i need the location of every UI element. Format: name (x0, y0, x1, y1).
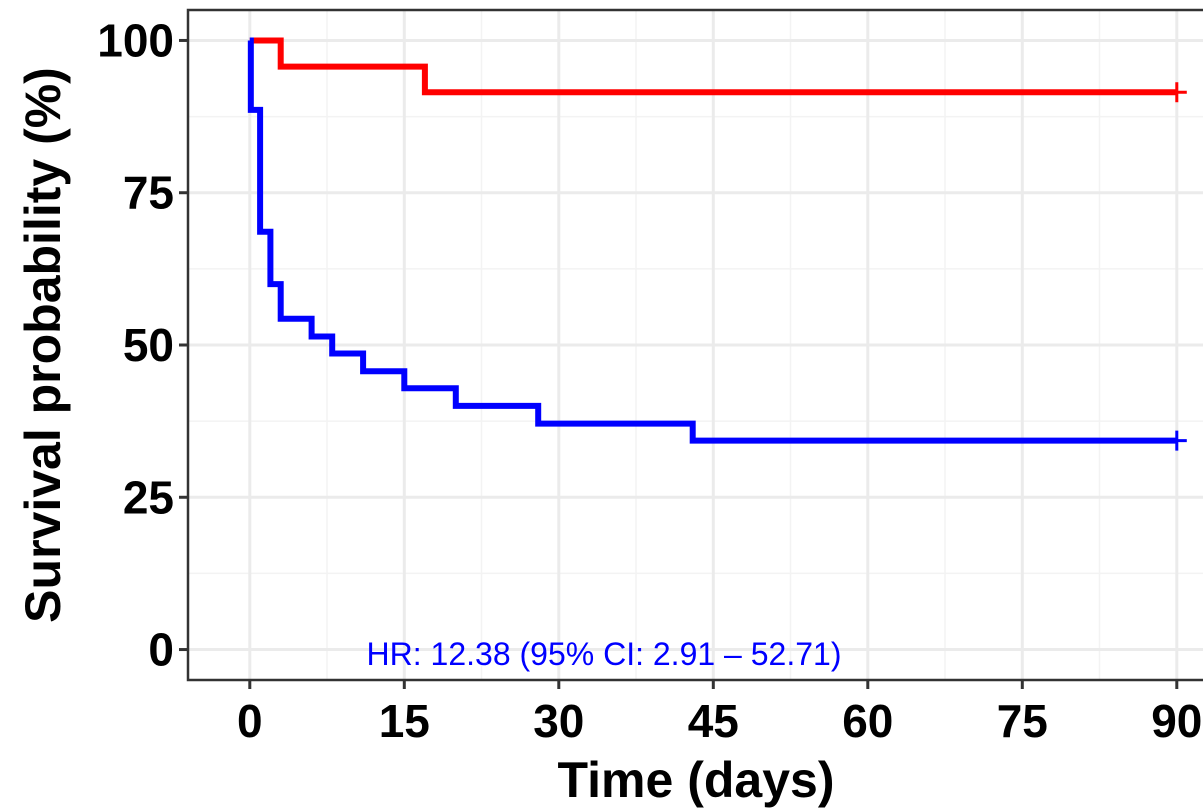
y-tick-label: 0 (148, 624, 174, 676)
x-tick-label: 90 (1151, 695, 1202, 747)
survival-curves (247, 37, 1187, 451)
x-tick-label: 60 (842, 695, 893, 747)
x-tick-label: 45 (688, 695, 739, 747)
x-tick-label: 15 (379, 695, 430, 747)
survival-curve-2 (247, 37, 1177, 444)
major-gridlines (188, 10, 1203, 680)
y-tick-label: 50 (123, 319, 174, 371)
y-axis-title: Survival probability (%) (15, 67, 71, 623)
x-axis-title: Time (days) (558, 752, 835, 808)
y-tick-label: 100 (97, 14, 174, 66)
y-tick-label: 25 (123, 471, 174, 523)
survival-curve-1 (249, 37, 1177, 96)
y-tick-label: 75 (123, 167, 174, 219)
x-tick-label: 30 (533, 695, 584, 747)
x-tick-label: 75 (997, 695, 1048, 747)
hazard-ratio-annotation: HR: 12.38 (95% CI: 2.91 – 52.71) (367, 636, 842, 672)
x-tick-label: 0 (237, 695, 263, 747)
axis-ticks: 0 15 30 45 60 75 90 0 25 50 75 100 (97, 14, 1202, 747)
